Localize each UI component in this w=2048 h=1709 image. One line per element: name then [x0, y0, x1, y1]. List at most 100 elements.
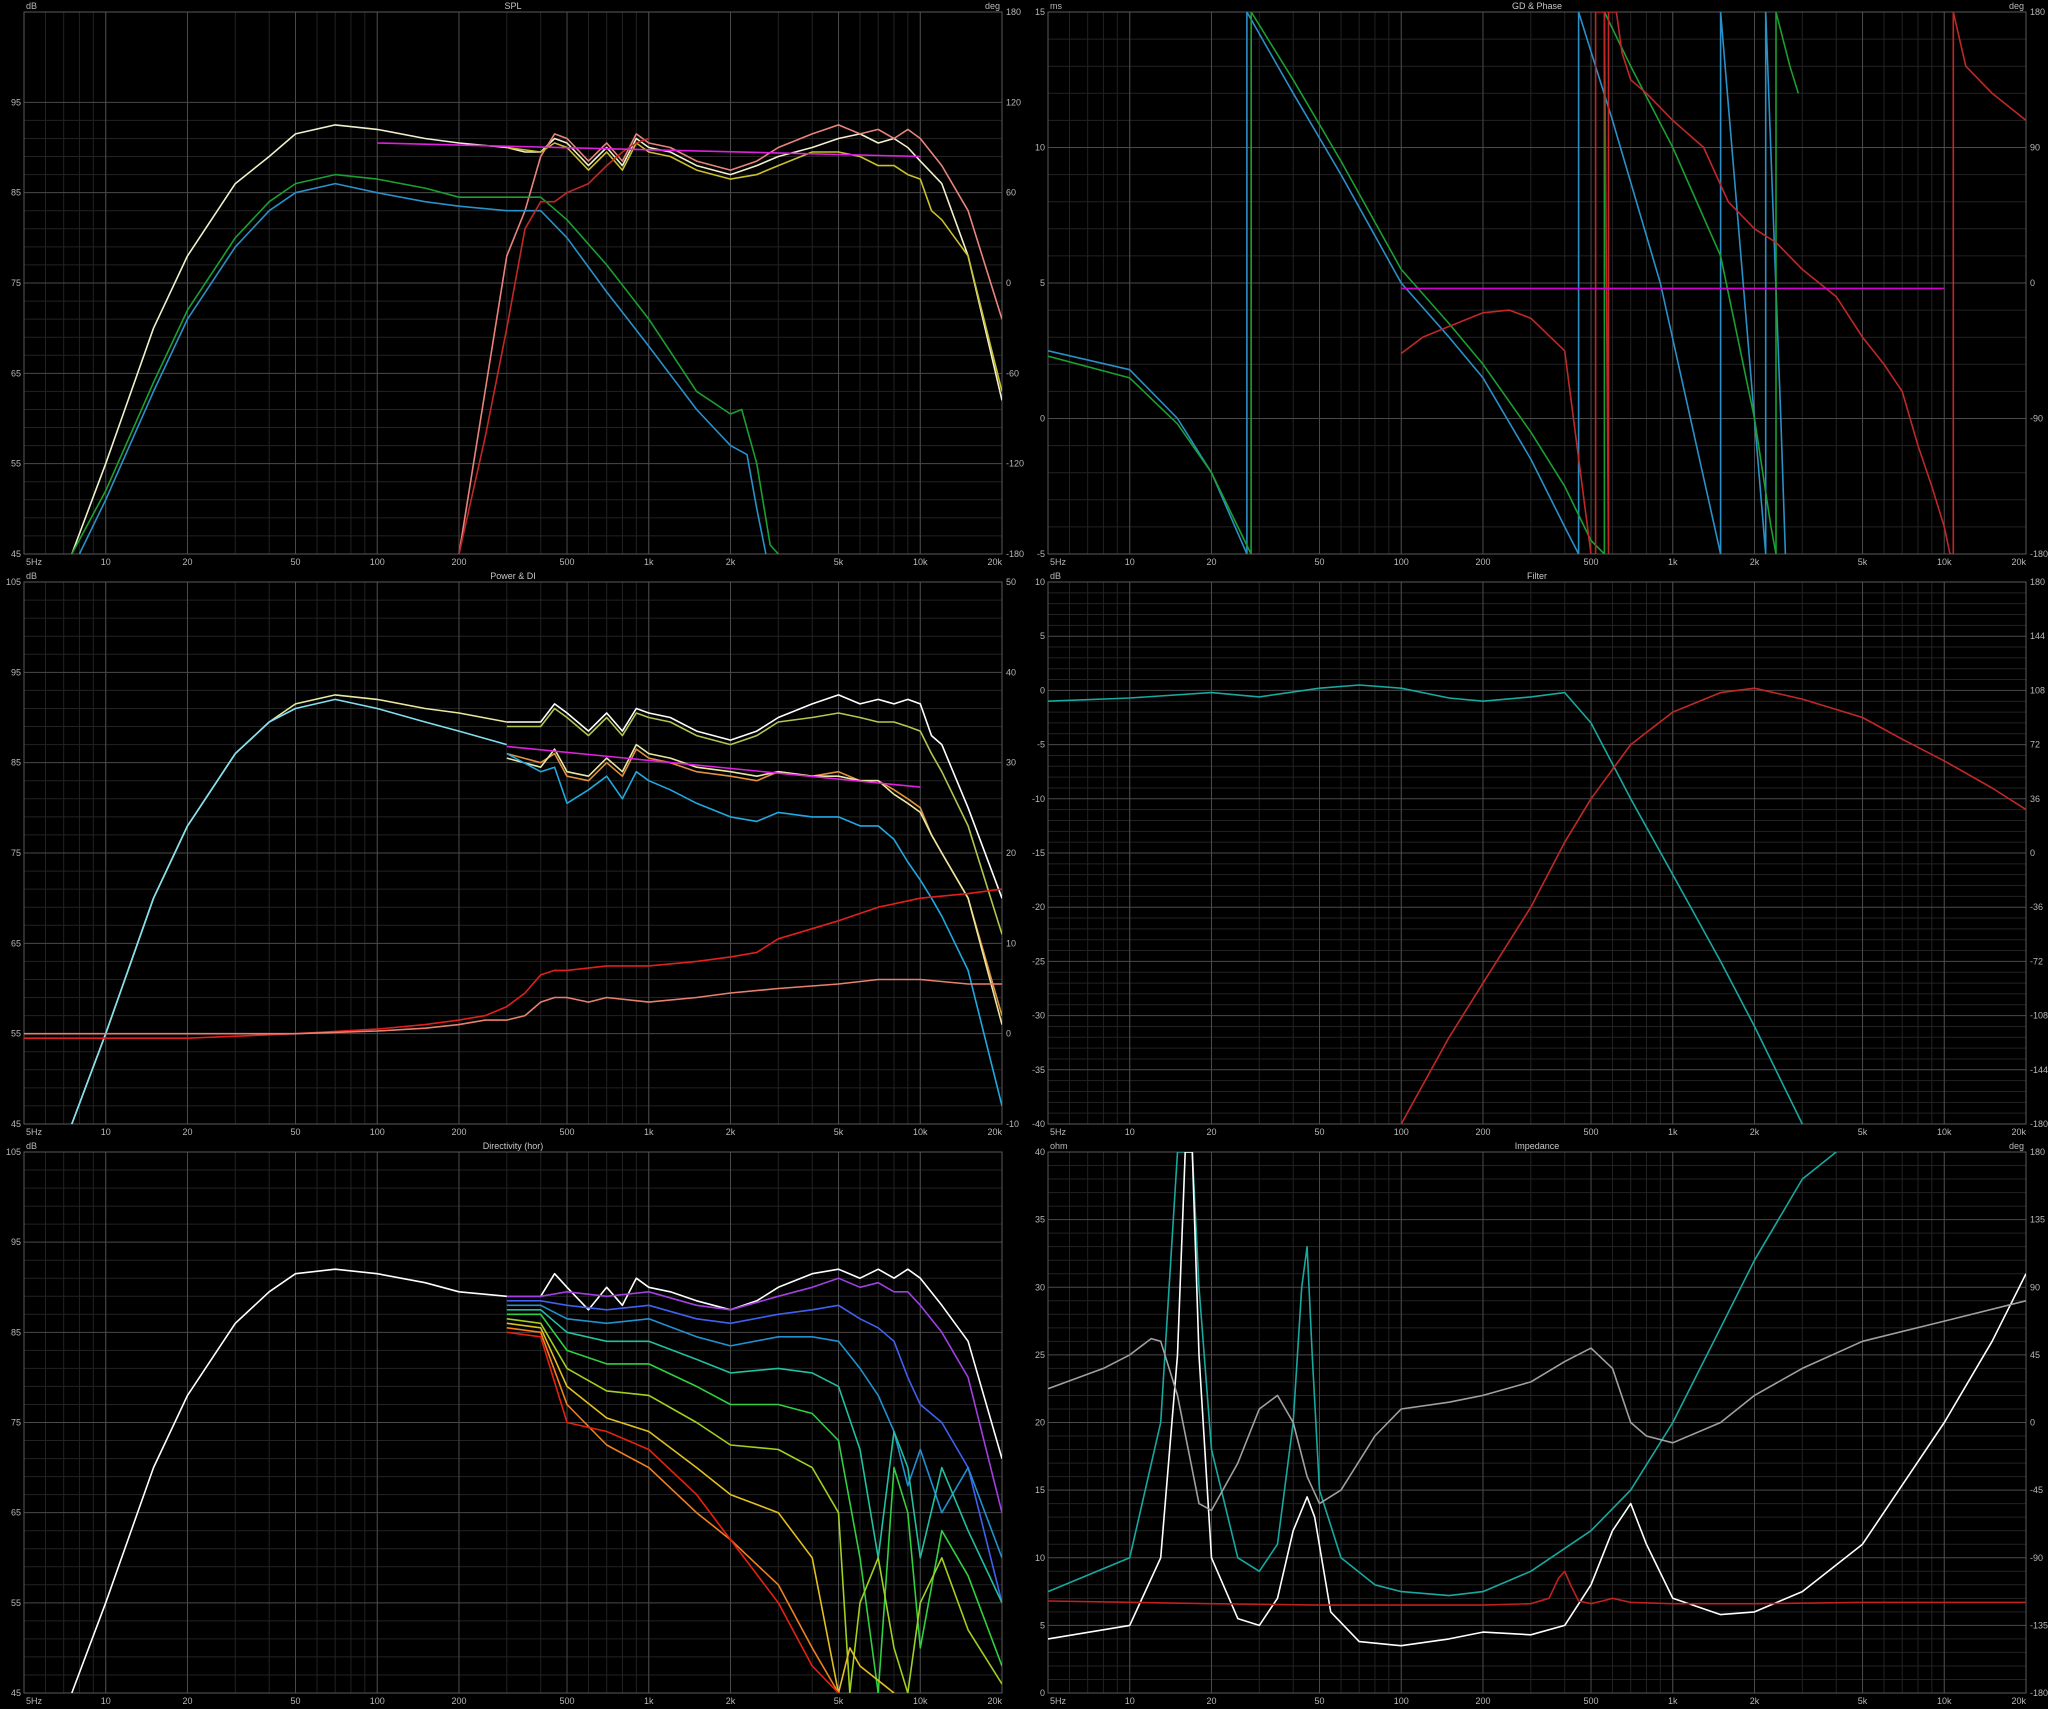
filter-y-tick-label: -30: [1032, 1011, 1045, 1021]
filter-y-tick-label: -15: [1032, 848, 1045, 858]
power-di-x-tick-label: 20k: [987, 1127, 1002, 1137]
impedance-y2-tick-label: -180: [2030, 1688, 2048, 1698]
impedance-x-tick-label: 20k: [2011, 1696, 2026, 1706]
power-di-y2-tick-label: -10: [1006, 1119, 1019, 1129]
spl-series-line: [458, 137, 650, 554]
power-di-series-line: [506, 694, 1002, 899]
impedance-background: [1024, 1140, 2048, 1709]
power-di-x-tick-label: 5Hz: [26, 1127, 43, 1137]
gd-phase-x-tick-label: 50: [1315, 557, 1325, 567]
impedance-y2-tick-label: -135: [2030, 1620, 2048, 1630]
filter-y2-tick-label: 108: [2030, 685, 2045, 695]
gd-phase-x-tick-label: 5k: [1858, 557, 1868, 567]
filter-y2-tick-label: 72: [2030, 740, 2040, 750]
spl-background: [0, 0, 1024, 570]
gd-phase-y-axis-label: ms: [1050, 1, 1062, 11]
power-di-x-tick-label: 50: [291, 1127, 301, 1137]
gd-phase-y2-tick-label: -90: [2030, 414, 2043, 424]
spl-y2-tick-label: -60: [1006, 368, 1019, 378]
power-di-x-tick-label: 2k: [726, 1127, 736, 1137]
spl-plot-frame: [23, 11, 1003, 555]
power-di-y-tick-label: 45: [11, 1119, 21, 1129]
power-di-series-line: [24, 888, 1002, 1040]
spl-x-tick-label: 500: [560, 557, 575, 567]
spl-series-line: [71, 173, 779, 554]
directivity-y-tick-label: 75: [11, 1418, 21, 1428]
filter-y2-tick-label: -72: [2030, 956, 2043, 966]
gd-phase-y2-axis-label: deg: [2009, 1, 2024, 11]
gd-phase-y2-tick-label: 0: [2030, 278, 2035, 288]
directivity-series-line: [506, 1327, 840, 1693]
gd-phase-x-tick-label: 1k: [1668, 557, 1678, 567]
power-di-y2-tick-label: 50: [1006, 577, 1016, 587]
power-di-x-tick-label: 100: [370, 1127, 385, 1137]
filter-y-tick-label: 10: [1035, 577, 1045, 587]
power-di-y2-tick-label: 0: [1006, 1029, 1011, 1039]
filter-y2-tick-label: -108: [2030, 1011, 2048, 1021]
spl-series-line: [506, 142, 1002, 392]
directivity-title: Directivity (hor): [483, 1141, 544, 1151]
gd-phase-y-tick-label: 5: [1040, 278, 1045, 288]
directivity-series-line: [506, 1300, 1002, 1603]
impedance-y2-axis-label: deg: [2009, 1141, 2024, 1151]
directivity-y-tick-label: 105: [6, 1147, 21, 1157]
filter-x-tick-label: 20: [1206, 1127, 1216, 1137]
spl-title: SPL: [504, 1, 521, 11]
impedance-x-tick-label: 5Hz: [1050, 1696, 1067, 1706]
power-di-y-tick-label: 55: [11, 1029, 21, 1039]
spl-y2-tick-label: 0: [1006, 278, 1011, 288]
power-di-x-tick-label: 500: [560, 1127, 575, 1137]
impedance-series-line: [1048, 1152, 1837, 1597]
impedance-x-tick-label: 1k: [1668, 1696, 1678, 1706]
spl-y2-tick-label: 60: [1006, 188, 1016, 198]
spl-y-tick-label: 55: [11, 459, 21, 469]
impedance-x-tick-label: 200: [1475, 1696, 1490, 1706]
directivity-background: [0, 1140, 1024, 1709]
gd-phase-x-tick-label: 5Hz: [1050, 557, 1067, 567]
gd-phase-x-tick-label: 2k: [1750, 557, 1760, 567]
filter-y2-tick-label: -36: [2030, 902, 2043, 912]
impedance-x-tick-label: 10k: [1937, 1696, 1952, 1706]
spl-x-tick-label: 5Hz: [26, 557, 43, 567]
power-di-y-axis-label: dB: [26, 571, 37, 581]
directivity-series-line: [71, 1268, 1002, 1693]
power-di-series-line: [24, 978, 1002, 1035]
gd-phase-x-tick-label: 500: [1584, 557, 1599, 567]
gd-phase-chart: 5Hz 10 20 50 100 200 500 1k 2k 5k 10k 20k -5 0 5 10 15 -1…: [1024, 0, 2048, 570]
power-di-x-tick-label: 10k: [913, 1127, 928, 1137]
gd-phase-y-tick-label: 10: [1035, 143, 1045, 153]
filter-x-tick-label: 2k: [1750, 1127, 1760, 1137]
spl-x-tick-label: 1k: [644, 557, 654, 567]
impedance-x-tick-label: 50: [1315, 1696, 1325, 1706]
impedance-y2-tick-label: 135: [2030, 1215, 2045, 1225]
filter-y2-tick-label: 36: [2030, 794, 2040, 804]
power-di-y2-tick-label: 30: [1006, 758, 1016, 768]
power-di-series-line: [506, 748, 1002, 1016]
gd-phase-y2-tick-label: 180: [2030, 7, 2045, 17]
gd-phase-series-line: [1048, 12, 1787, 554]
power-di-plot-frame: [23, 581, 1003, 1125]
spl-x-tick-label: 100: [370, 557, 385, 567]
gd-phase-y2-tick-label: 90: [2030, 143, 2040, 153]
power-di-series-group: [24, 694, 1002, 1124]
spl-series-line: [458, 124, 1002, 554]
gd-phase-series-line: [1048, 12, 1800, 554]
filter-x-tick-label: 5Hz: [1050, 1127, 1067, 1137]
spl-series-line: [377, 142, 921, 158]
power-di-y-tick-label: 75: [11, 848, 21, 858]
impedance-title: Impedance: [1515, 1141, 1560, 1151]
filter-x-tick-label: 10: [1125, 1127, 1135, 1137]
filter-x-tick-label: 1k: [1668, 1127, 1678, 1137]
gd-phase-x-tick-label: 20k: [2011, 557, 2026, 567]
filter-y-tick-label: -20: [1032, 902, 1045, 912]
filter-background: [1024, 570, 2048, 1140]
spl-y2-tick-label: 120: [1006, 97, 1021, 107]
directivity-y-tick-label: 55: [11, 1598, 21, 1608]
impedance-series-group: [1048, 1152, 2026, 1647]
directivity-x-tick-label: 20: [182, 1696, 192, 1706]
spl-x-tick-label: 200: [451, 557, 466, 567]
impedance-x-tick-label: 20: [1206, 1696, 1216, 1706]
directivity-chart: 5Hz 10 20 50 100 200 500 1k 2k 5k 10k 20k 45 55 65 75 85…: [0, 1140, 1024, 1709]
directivity-series-line: [506, 1322, 895, 1693]
